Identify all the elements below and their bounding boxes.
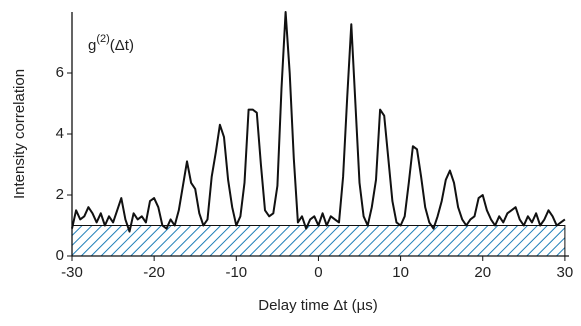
x-tick-label: 30 [557, 264, 574, 281]
y-tick-label: 6 [56, 64, 64, 81]
data-line [71, 11, 566, 233]
y-axis-label: Intensity correlation [11, 69, 28, 199]
annotation-sup: (2) [96, 33, 109, 45]
y-tick-label: 0 [56, 247, 64, 264]
x-tick-label: 0 [314, 264, 322, 281]
y-tick-label: 4 [56, 125, 64, 142]
x-tick-label: 10 [392, 264, 409, 281]
annotation-base: g [88, 37, 96, 54]
x-tick-label: -10 [225, 264, 247, 281]
x-tick-label: -20 [143, 264, 165, 281]
x-tick-label: 20 [474, 264, 491, 281]
annotation: g(2)(Δt) [88, 33, 134, 54]
x-tick-label: -30 [61, 264, 83, 281]
uncorrelated-band [71, 225, 566, 257]
y-tick-label: 2 [56, 186, 64, 203]
annotation-arg: (Δt) [110, 37, 134, 54]
x-axis-label: Delay time Δt (µs) [258, 297, 378, 314]
